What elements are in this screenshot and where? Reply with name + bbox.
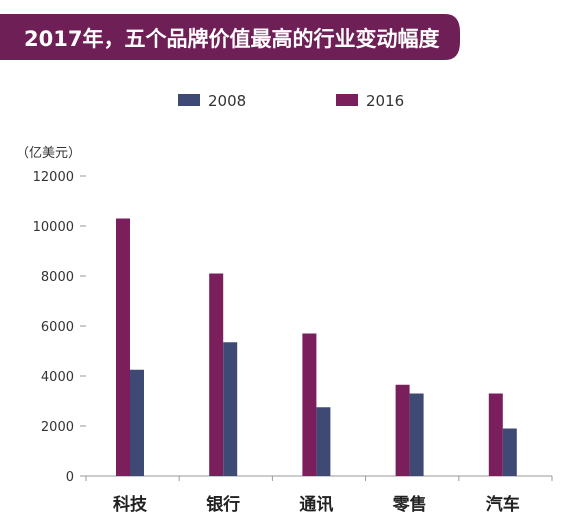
legend-swatch-2008 (178, 94, 200, 106)
bar-2016 (488, 393, 503, 476)
bar-2008 (502, 428, 517, 476)
y-unit-label: （亿美元） (16, 146, 81, 161)
bar-2016 (116, 218, 130, 476)
title-banner: 2017年，五个品牌价值最高的行业变动幅度 (0, 14, 460, 60)
bar-2016 (209, 273, 224, 476)
legend-swatch-2016 (336, 94, 358, 106)
legend: 2008 2016 (178, 92, 404, 110)
bar-2008 (130, 369, 144, 476)
x-tick-label: 科技 (113, 494, 148, 515)
y-tick-label: 2000 (41, 420, 74, 435)
y-tick-label: 8000 (41, 270, 74, 285)
chart-title: 2017年，五个品牌价值最高的行业变动幅度 (24, 27, 439, 51)
x-tick-label: 零售 (392, 494, 427, 515)
title-band (0, 14, 460, 60)
legend-label-2008: 2008 (208, 92, 246, 110)
bar-2016 (302, 333, 317, 476)
bar-2008 (316, 407, 331, 476)
x-tick-label: 银行 (206, 494, 240, 515)
bar-2008 (223, 342, 238, 476)
bars (116, 218, 517, 476)
y-tick-label: 4000 (41, 370, 74, 385)
x-tick-label: 汽车 (486, 494, 520, 515)
bar-2008 (409, 393, 424, 476)
legend-label-2016: 2016 (366, 92, 404, 110)
bar-2016 (395, 384, 410, 476)
y-tick-label: 10000 (33, 220, 74, 235)
axes: 0 2000 4000 6000 8000 10000 12000 (33, 170, 553, 485)
x-tick-label: 通讯 (299, 495, 333, 515)
y-tick-label: 12000 (33, 170, 74, 185)
x-tick-labels: 科技 银行 通讯 零售 汽车 (113, 494, 520, 515)
y-tick-label: 6000 (41, 320, 74, 335)
y-tick-label: 0 (66, 470, 74, 485)
